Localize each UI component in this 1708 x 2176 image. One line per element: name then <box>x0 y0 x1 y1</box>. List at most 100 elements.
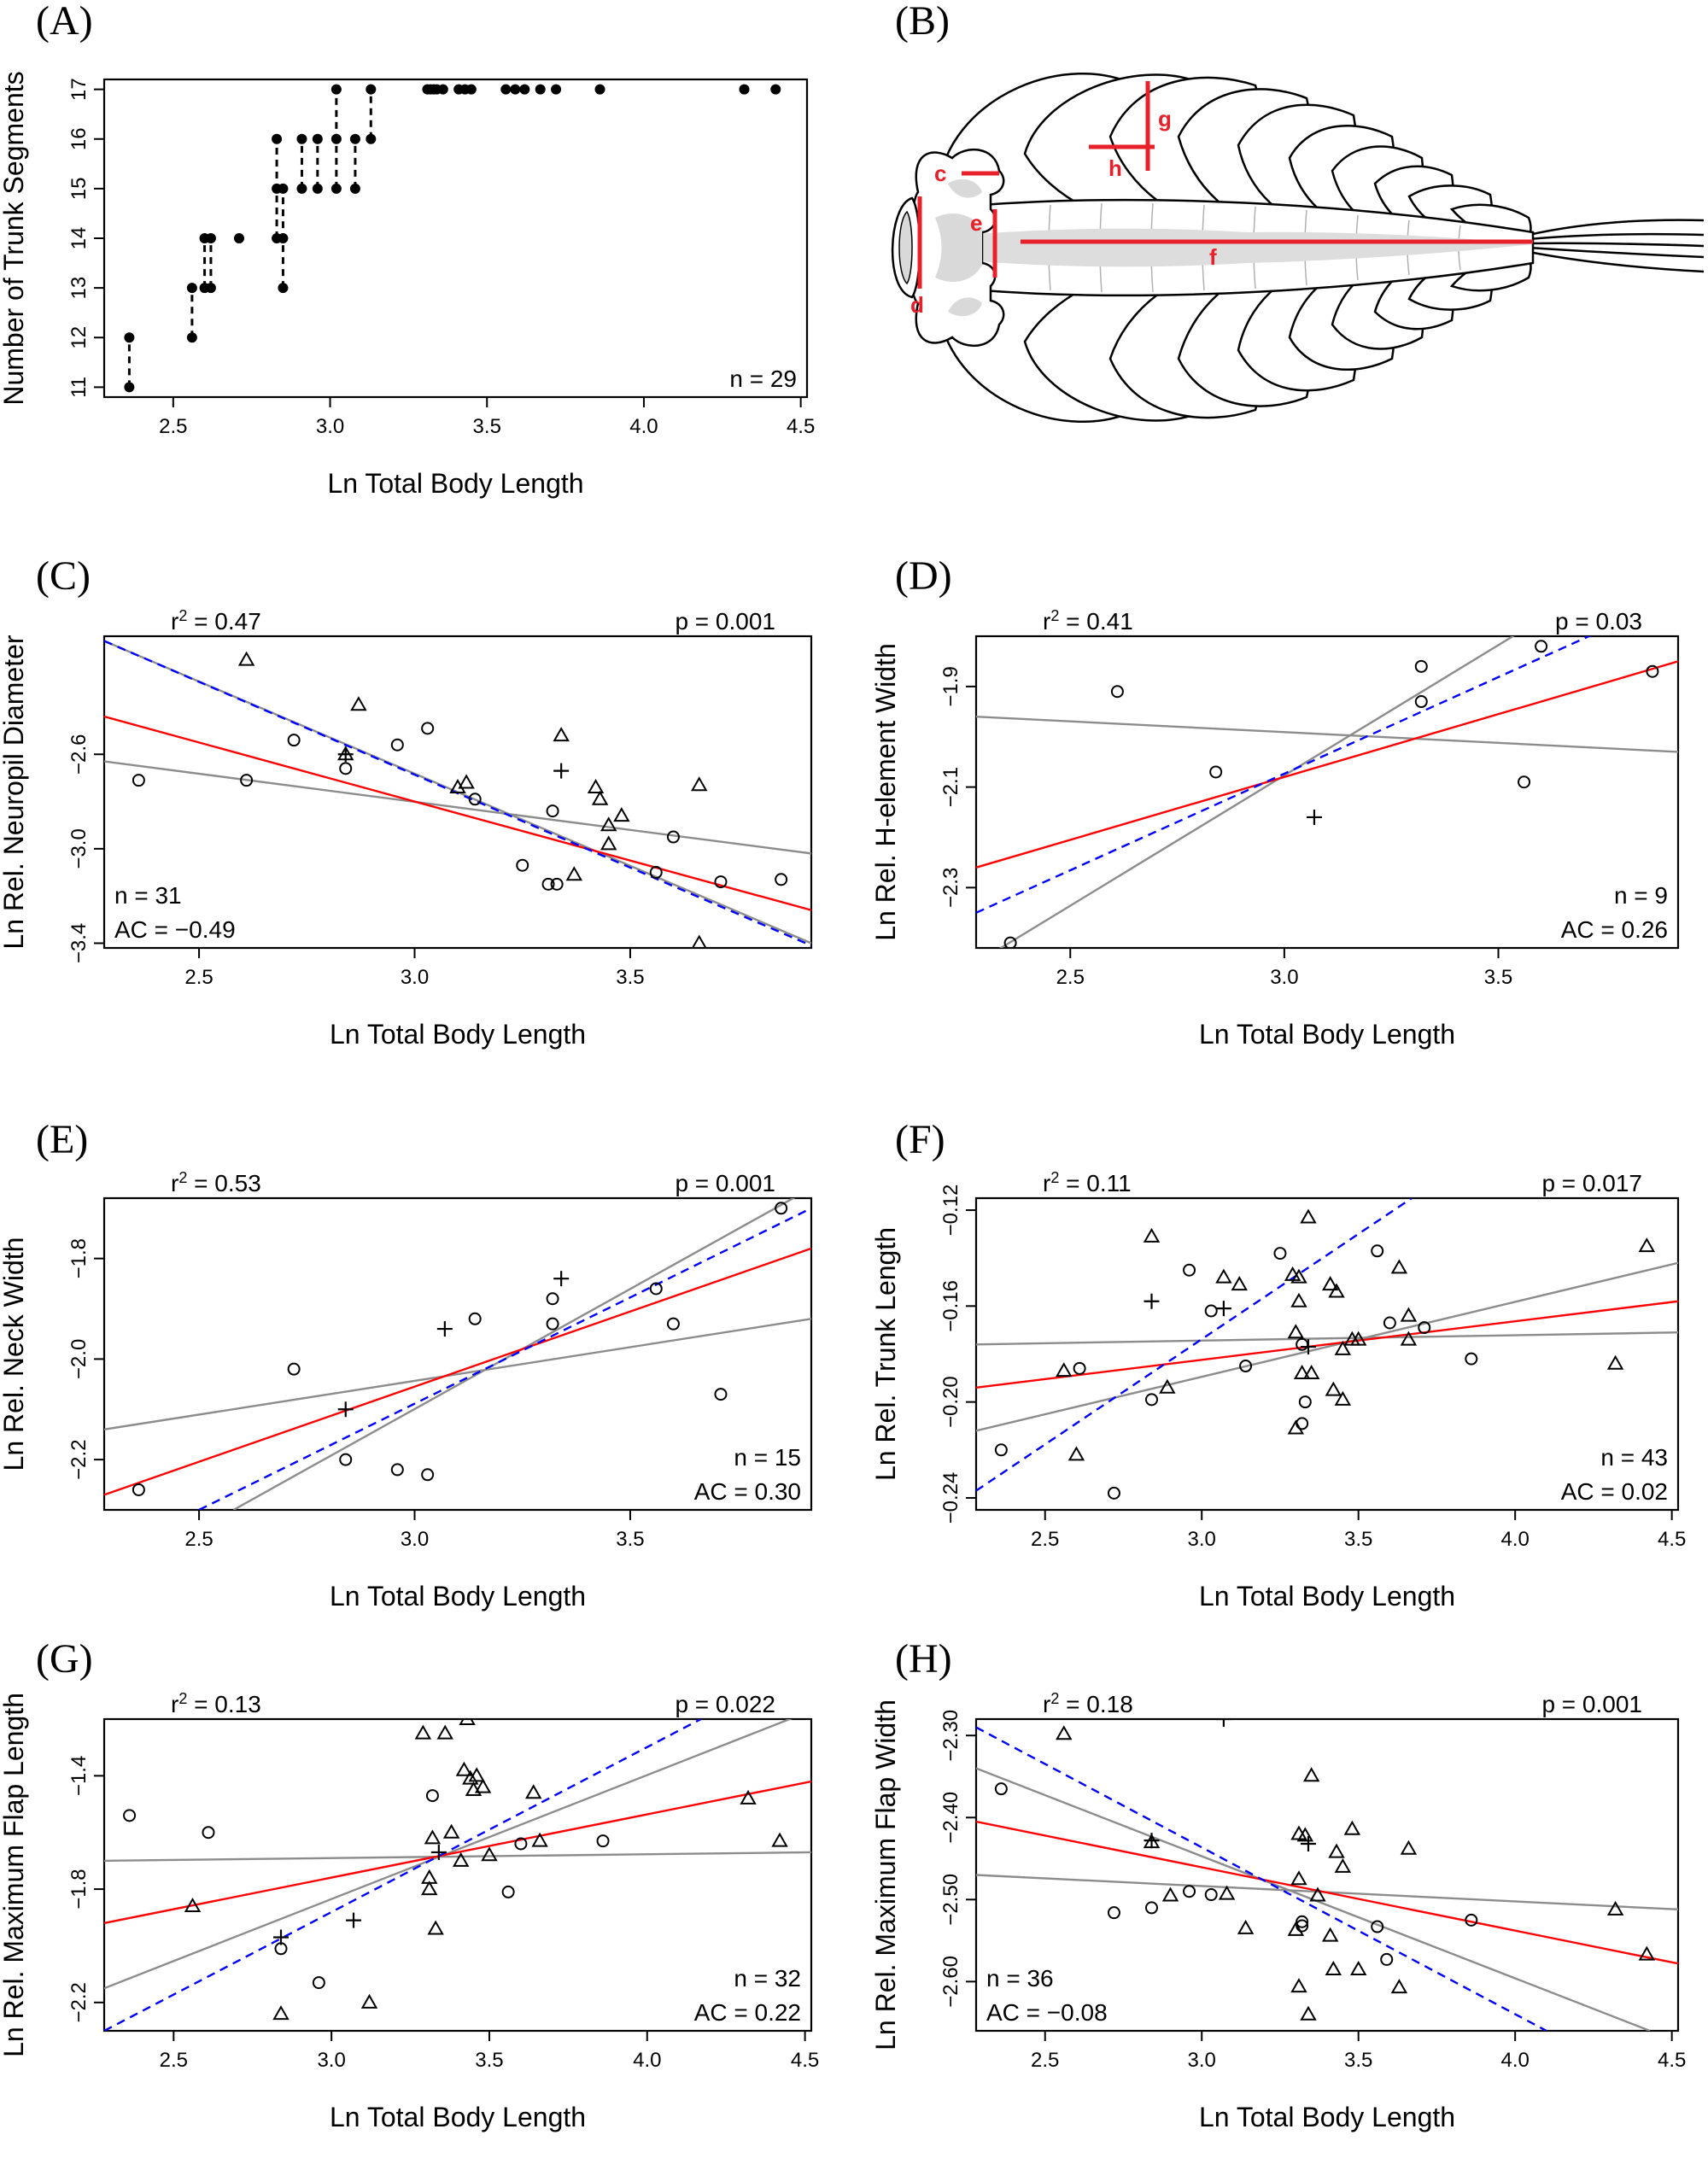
circle-point <box>994 1782 1008 1796</box>
triangle-point <box>587 778 605 793</box>
chart-h: 2.5 3.0 3.5 4.0 4.5 −2.60 −2.50 −2.40 −2.30 Ln To… <box>870 1690 1686 2132</box>
triangle-point <box>474 1778 492 1793</box>
y-axis-label: Ln Rel. Neck Width <box>0 1237 29 1471</box>
r-squared-label: r2 = 0.47 <box>171 607 261 635</box>
x-tick-label: 4.0 <box>1500 1528 1529 1551</box>
fit-line <box>976 1820 1678 1965</box>
y-tick-label: −0.20 <box>939 1376 962 1428</box>
triangle-point <box>1296 1827 1314 1842</box>
triangle-point <box>424 1829 442 1845</box>
ci-lower-line <box>976 1261 1678 1432</box>
circle-point <box>1296 1417 1309 1430</box>
x-tick-label: 3.5 <box>475 2049 503 2072</box>
data-point <box>594 84 605 95</box>
chart-g: 2.5 3.0 3.5 4.0 4.5 −2.2 −1.8 −1.4 Ln Total Body… <box>0 1690 819 2132</box>
data-point <box>535 84 546 95</box>
cross-point <box>337 746 354 763</box>
circle-point <box>516 858 529 872</box>
plot-area <box>124 84 781 393</box>
x-tick-label: 3.5 <box>473 415 501 438</box>
triangle-point <box>1334 1340 1352 1355</box>
x-tick-label: 4.0 <box>1500 2049 1529 2072</box>
circle-point <box>132 774 145 787</box>
circle-point <box>1414 695 1428 709</box>
data-point <box>296 183 307 194</box>
x-tick-label: 2.5 <box>160 2049 188 2072</box>
y-tick-label: −2.30 <box>939 1710 962 1762</box>
triangle-point <box>1218 1885 1236 1900</box>
cross-point <box>346 1912 362 1928</box>
data-point <box>551 84 562 95</box>
plot-frame <box>974 1717 1680 2033</box>
x-tick-label: 2.5 <box>1031 1528 1059 1551</box>
x-tick-label: 3.0 <box>401 966 429 989</box>
data-point <box>330 183 342 194</box>
circle-point <box>1273 1247 1287 1261</box>
triangle-point <box>1056 1362 1073 1378</box>
data-point <box>500 84 512 95</box>
p-value: 0.001 <box>1582 1691 1642 1717</box>
x-tick-label: 4.5 <box>1658 1528 1686 1551</box>
fit-line <box>104 1247 811 1496</box>
circle-point <box>287 1362 301 1376</box>
triangle-point <box>1325 1960 1342 1975</box>
cross-point <box>1215 1301 1231 1317</box>
triangle-point <box>458 774 475 789</box>
isometry-line <box>104 1719 702 2031</box>
circle-point <box>287 734 301 747</box>
ci-upper-line <box>104 1318 811 1430</box>
p-value-label: p = 0.001 <box>675 1170 775 1196</box>
x-tick-label: 3.5 <box>616 966 644 989</box>
triangle-point <box>184 1897 202 1912</box>
y-tick-label: −2.6 <box>67 734 91 775</box>
data-point <box>465 84 477 95</box>
x-tick-label: 2.5 <box>159 415 187 438</box>
plot-frame <box>974 635 1680 950</box>
plot-area <box>104 640 811 948</box>
triangle-point <box>600 835 617 851</box>
triangle-point <box>613 807 630 822</box>
triangle-point <box>565 866 583 881</box>
data-point <box>437 84 448 95</box>
circle-point <box>1371 1244 1384 1258</box>
triangle-point <box>1302 1767 1320 1782</box>
y-axis-label: Ln Rel. Maximum Flap Length <box>0 1693 29 2057</box>
label-h: h <box>1108 155 1122 181</box>
plot-frame <box>102 635 813 950</box>
x-axis-label: Ln Total Body Length <box>327 468 583 499</box>
data-point <box>366 133 377 144</box>
measurement-lines <box>917 81 1533 289</box>
data-point <box>770 84 781 95</box>
triangle-point <box>468 1767 485 1782</box>
triangle-point <box>524 1784 542 1799</box>
triangle-point <box>1400 1307 1418 1322</box>
data-point <box>186 283 197 294</box>
circle-point <box>649 1282 663 1296</box>
triangle-point <box>1293 1364 1311 1379</box>
circle-point <box>501 1885 515 1898</box>
triangle-point <box>1309 1886 1326 1902</box>
p-value-label: p = 0.022 <box>675 1691 775 1717</box>
y-tick-label: −1.4 <box>67 1756 91 1796</box>
plot-area <box>976 1198 1678 1500</box>
triangle-point <box>455 1761 473 1776</box>
sample-size-label: n = 9 <box>1614 882 1668 909</box>
triangle-point <box>1638 1945 1656 1961</box>
circle-point <box>421 1468 435 1482</box>
circle-point <box>550 877 564 891</box>
data-point <box>510 84 521 95</box>
circle-point <box>468 1312 482 1325</box>
plot-frame <box>102 1196 813 1512</box>
x-axis-label: Ln Total Body Length <box>330 1581 586 1612</box>
panel-label-c: (C) <box>36 553 91 599</box>
triangle-point <box>452 1851 470 1867</box>
cross-point <box>553 1271 570 1287</box>
circle-point <box>1183 1263 1196 1277</box>
data-point <box>519 84 530 95</box>
fit-line <box>976 1300 1678 1389</box>
fit-line <box>104 715 811 911</box>
triangle-point <box>1056 1725 1073 1740</box>
ac-label: AC = −0.08 <box>986 1999 1108 2026</box>
y-tick-label: 17 <box>67 78 91 101</box>
r-squared-value: 0.18 <box>1086 1691 1133 1717</box>
